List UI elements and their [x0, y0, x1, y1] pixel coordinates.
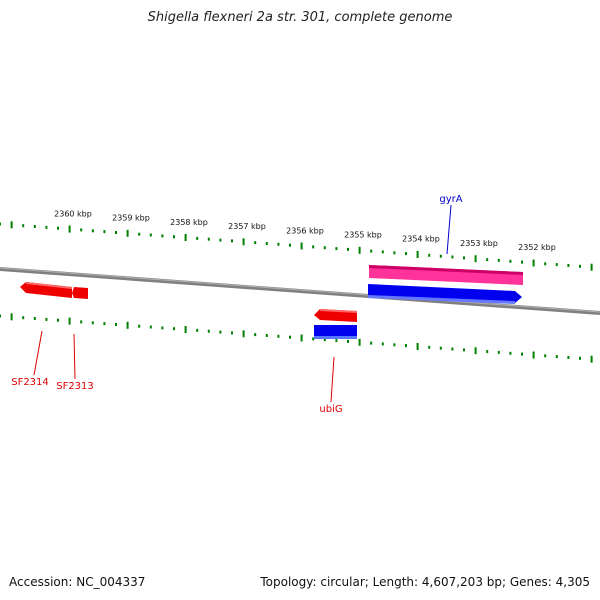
genome-backbone: [0, 267, 600, 315]
genome-summary: Topology: circular; Length: 4,607,203 bp…: [260, 575, 590, 589]
ruler-label: 2353 kbp: [460, 239, 498, 248]
map-title: Shigella flexneri 2a str. 301, complete …: [147, 10, 453, 25]
gene-label-ubig: ubiG: [319, 404, 342, 415]
feature-sf2314[interactable]: [20, 282, 72, 298]
ruler-label: 2360 kbp: [54, 209, 92, 218]
gene-label-sf2314: SF2314: [11, 377, 49, 388]
feature-gyra[interactable]: [368, 284, 522, 304]
ruler-label: 2359 kbp: [112, 214, 150, 223]
feature-ubig-partner[interactable]: [314, 325, 357, 339]
gene-label-gyra: gyrA: [439, 194, 462, 205]
ruler-label: 2358 kbp: [170, 218, 208, 227]
ruler-label: 2357 kbp: [228, 222, 266, 231]
feature-gyra-highlight[interactable]: [369, 265, 523, 285]
gene-label-sf2313: SF2313: [56, 381, 94, 392]
ruler-label: 2354 kbp: [402, 235, 440, 244]
feature-sf2313[interactable]: [72, 287, 88, 299]
upper-ruler-ticks: [0, 221, 593, 271]
ruler-label: 2356 kbp: [286, 226, 324, 235]
ruler-label: 2355 kbp: [344, 231, 382, 240]
feature-ubig[interactable]: [314, 309, 357, 322]
accession-label: Accession: NC_004337: [9, 575, 146, 589]
lower-ruler-ticks: [0, 313, 593, 363]
ruler-label: 2352 kbp: [518, 243, 556, 252]
ruler-labels: 2360 kbp 2359 kbp 2358 kbp 2357 kbp 2356 kbp…: [54, 209, 556, 252]
